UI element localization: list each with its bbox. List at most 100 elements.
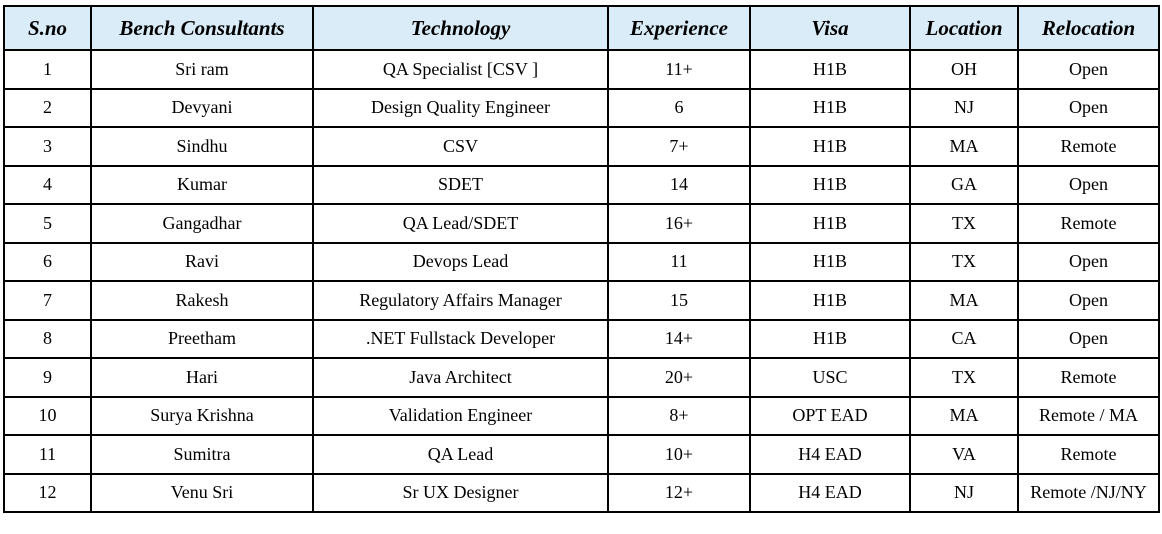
cell-experience: 14+ xyxy=(607,318,751,359)
cell-technology: CSV xyxy=(312,126,609,167)
cell-location: MA xyxy=(909,126,1019,167)
cell-consultant-name: Sri ram xyxy=(90,49,314,90)
cell-location: NJ xyxy=(909,87,1019,128)
cell-relocation: Open xyxy=(1017,87,1160,128)
cell-visa: USC xyxy=(749,357,911,398)
column-header-relocation: Relocation xyxy=(1017,5,1160,51)
table-header: S.no Bench Consultants Technology Experi… xyxy=(3,5,1160,51)
table-row: 11 Sumitra QA Lead 10+ H4 EAD VA Remote xyxy=(3,434,1160,475)
cell-location: MA xyxy=(909,280,1019,321)
cell-consultant-name: Ravi xyxy=(90,241,314,282)
cell-experience: 8+ xyxy=(607,395,751,436)
cell-sno: 10 xyxy=(3,395,92,436)
cell-experience: 11+ xyxy=(607,49,751,90)
cell-location: VA xyxy=(909,434,1019,475)
table-row: 1 Sri ram QA Specialist [CSV ] 11+ H1B OH Open xyxy=(3,49,1160,90)
cell-visa: H1B xyxy=(749,280,911,321)
cell-consultant-name: Hari xyxy=(90,357,314,398)
table-row: 7 Rakesh Regulatory Affairs Manager 15 H1B MA… xyxy=(3,280,1160,321)
cell-location: NJ xyxy=(909,472,1019,513)
column-header-experience: Experience xyxy=(607,5,751,51)
cell-visa: H1B xyxy=(749,318,911,359)
column-header-sno: S.no xyxy=(3,5,92,51)
cell-consultant-name: Sumitra xyxy=(90,434,314,475)
cell-relocation: Remote xyxy=(1017,126,1160,167)
table-row: 2 Devyani Design Quality Engineer 6 H1B NJ Ope… xyxy=(3,87,1160,128)
table-row: 10 Surya Krishna Validation Engineer 8+ OPT … xyxy=(3,395,1160,436)
table-body: 1 Sri ram QA Specialist [CSV ] 11+ H1B OH Open… xyxy=(3,49,1160,513)
cell-experience: 15 xyxy=(607,280,751,321)
column-header-bench-consultants: Bench Consultants xyxy=(90,5,314,51)
cell-experience: 7+ xyxy=(607,126,751,167)
cell-relocation: Remote xyxy=(1017,203,1160,244)
cell-location: OH xyxy=(909,49,1019,90)
cell-consultant-name: Devyani xyxy=(90,87,314,128)
cell-sno: 9 xyxy=(3,357,92,398)
cell-experience: 14 xyxy=(607,164,751,205)
cell-visa: H1B xyxy=(749,203,911,244)
cell-experience: 16+ xyxy=(607,203,751,244)
cell-experience: 20+ xyxy=(607,357,751,398)
cell-sno: 7 xyxy=(3,280,92,321)
column-header-visa: Visa xyxy=(749,5,911,51)
table-row: 6 Ravi Devops Lead 11 H1B TX Open xyxy=(3,241,1160,282)
cell-technology: Sr UX Designer xyxy=(312,472,609,513)
cell-location: TX xyxy=(909,203,1019,244)
table-row: 5 Gangadhar QA Lead/SDET 16+ H1B TX Remote xyxy=(3,203,1160,244)
cell-visa: OPT EAD xyxy=(749,395,911,436)
cell-consultant-name: Surya Krishna xyxy=(90,395,314,436)
cell-relocation: Remote xyxy=(1017,434,1160,475)
cell-technology: Validation Engineer xyxy=(312,395,609,436)
cell-technology: SDET xyxy=(312,164,609,205)
cell-consultant-name: Preetham xyxy=(90,318,314,359)
cell-technology: QA Specialist [CSV ] xyxy=(312,49,609,90)
cell-consultant-name: Sindhu xyxy=(90,126,314,167)
cell-relocation: Open xyxy=(1017,164,1160,205)
cell-visa: H4 EAD xyxy=(749,434,911,475)
cell-technology: Java Architect xyxy=(312,357,609,398)
cell-sno: 3 xyxy=(3,126,92,167)
cell-experience: 10+ xyxy=(607,434,751,475)
cell-relocation: Remote / MA xyxy=(1017,395,1160,436)
cell-location: MA xyxy=(909,395,1019,436)
cell-relocation: Open xyxy=(1017,241,1160,282)
cell-location: TX xyxy=(909,357,1019,398)
column-header-technology: Technology xyxy=(312,5,609,51)
cell-location: GA xyxy=(909,164,1019,205)
cell-experience: 12+ xyxy=(607,472,751,513)
cell-technology: QA Lead/SDET xyxy=(312,203,609,244)
cell-sno: 6 xyxy=(3,241,92,282)
cell-technology: Devops Lead xyxy=(312,241,609,282)
header-row: S.no Bench Consultants Technology Experi… xyxy=(3,5,1160,51)
cell-visa: H1B xyxy=(749,241,911,282)
cell-relocation: Open xyxy=(1017,318,1160,359)
table-row: 4 Kumar SDET 14 H1B GA Open xyxy=(3,164,1160,205)
cell-sno: 1 xyxy=(3,49,92,90)
cell-consultant-name: Venu Sri xyxy=(90,472,314,513)
table-row: 9 Hari Java Architect 20+ USC TX Remote xyxy=(3,357,1160,398)
cell-sno: 8 xyxy=(3,318,92,359)
cell-technology: QA Lead xyxy=(312,434,609,475)
bench-consultants-table: S.no Bench Consultants Technology Experi… xyxy=(3,5,1160,513)
cell-relocation: Open xyxy=(1017,49,1160,90)
cell-consultant-name: Rakesh xyxy=(90,280,314,321)
cell-technology: Design Quality Engineer xyxy=(312,87,609,128)
column-header-location: Location xyxy=(909,5,1019,51)
cell-location: CA xyxy=(909,318,1019,359)
cell-experience: 6 xyxy=(607,87,751,128)
table-row: 8 Preetham .NET Fullstack Developer 14+ H1B C… xyxy=(3,318,1160,359)
cell-technology: .NET Fullstack Developer xyxy=(312,318,609,359)
cell-relocation: Open xyxy=(1017,280,1160,321)
cell-sno: 12 xyxy=(3,472,92,513)
cell-location: TX xyxy=(909,241,1019,282)
cell-sno: 5 xyxy=(3,203,92,244)
cell-sno: 11 xyxy=(3,434,92,475)
cell-sno: 2 xyxy=(3,87,92,128)
cell-visa: H1B xyxy=(749,126,911,167)
cell-experience: 11 xyxy=(607,241,751,282)
cell-relocation: Remote xyxy=(1017,357,1160,398)
cell-consultant-name: Gangadhar xyxy=(90,203,314,244)
table-row: 12 Venu Sri Sr UX Designer 12+ H4 EAD NJ Remot… xyxy=(3,472,1160,513)
cell-visa: H4 EAD xyxy=(749,472,911,513)
cell-sno: 4 xyxy=(3,164,92,205)
